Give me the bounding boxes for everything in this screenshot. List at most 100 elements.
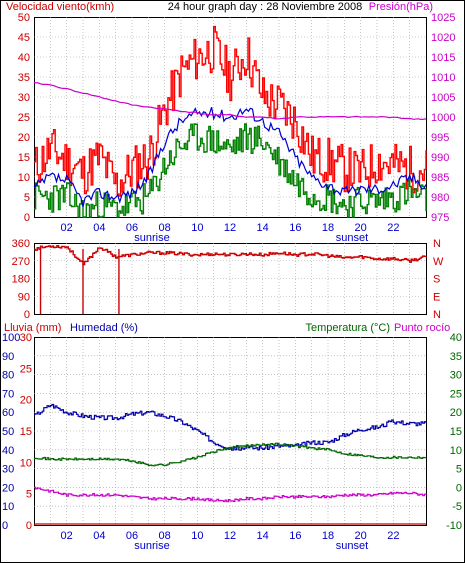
temperature-y-tick: 15 — [450, 426, 462, 438]
pressure-y-tick: 975 — [431, 212, 449, 224]
humidity-y-tick: 60 — [2, 407, 14, 419]
x-tick-label: 04 — [93, 530, 105, 542]
humidity-y-tick: 40 — [2, 445, 14, 457]
x-tick-label: 10 — [191, 222, 203, 234]
compass-tick: E — [433, 291, 440, 303]
x-tick-label: 04 — [93, 222, 105, 234]
humidity-y-tick: 100 — [2, 332, 20, 344]
wind-y-tick: 30 — [18, 92, 30, 104]
pressure-y-tick: 1000 — [431, 112, 455, 124]
x-tick-label: 18 — [322, 222, 334, 234]
chart-title: 24 hour graph day : 28 Noviembre 2008 — [168, 1, 362, 13]
pressure-y-tick: 990 — [431, 152, 449, 164]
wind-gust-line — [34, 25, 427, 197]
rain-y-tick: 20 — [20, 395, 32, 407]
pressure-y-tick: 1025 — [431, 12, 455, 24]
temperature-x-ticks: 02 04 06 08 10 12 14 16 18 20 22 — [61, 530, 400, 542]
pressure-y-tick: 980 — [431, 192, 449, 204]
humidity-y-tick: 30 — [2, 464, 14, 476]
temperature-y-tick: 0 — [456, 482, 462, 494]
rain-y-ticks: 0 5 10 15 20 25 30 — [20, 332, 32, 532]
wind-y-tick: 10 — [18, 172, 30, 184]
x-tick-label: 06 — [126, 530, 138, 542]
x-tick-label: 14 — [257, 222, 269, 234]
wind-y-tick: 40 — [18, 52, 30, 64]
sunset-label-top: sunset — [336, 232, 368, 244]
humidity-y-tick: 50 — [2, 426, 14, 438]
x-tick-label: 12 — [224, 222, 236, 234]
pressure-y-tick: 1010 — [431, 72, 455, 84]
temperature-y-tick: 30 — [450, 370, 462, 382]
temperature-y-tick: -10 — [446, 520, 462, 532]
rain-y-tick: 10 — [20, 457, 32, 469]
x-tick-label: 08 — [159, 222, 171, 234]
temperature-y-tick: 5 — [456, 464, 462, 476]
x-tick-label: 02 — [61, 222, 73, 234]
wind-y-tick: 5 — [24, 192, 30, 204]
rain-y-tick: 30 — [20, 332, 32, 344]
pressure-y-tick: 1005 — [431, 92, 455, 104]
direction-y-tick: 270 — [12, 256, 30, 268]
wind-y-tick: 0 — [24, 212, 30, 224]
humidity-y-tick: 70 — [2, 388, 14, 400]
sunrise-label-top: sunrise — [134, 232, 169, 244]
humidity-y-tick: 0 — [2, 520, 8, 532]
sunset-label-bottom: sunset — [336, 540, 368, 552]
x-tick-label: 08 — [159, 530, 171, 542]
wind-y-tick: 25 — [18, 112, 30, 124]
rain-y-tick: 5 — [26, 489, 32, 501]
temperature-y-ticks: -10 -5 0 5 10 15 20 25 30 35 40 — [446, 332, 462, 532]
temperature-y-tick: 40 — [450, 332, 462, 344]
wind-x-ticks: 02 04 06 08 10 12 14 16 18 20 22 — [61, 222, 400, 234]
x-tick-label: 22 — [387, 530, 399, 542]
temperature-y-tick: 35 — [450, 351, 462, 363]
compass-tick: W — [433, 256, 444, 268]
x-tick-label: 12 — [224, 530, 236, 542]
dewpoint-line — [34, 486, 427, 503]
wind-y-tick: 45 — [18, 32, 30, 44]
humidity-line — [34, 403, 427, 451]
direction-y-ticks: 0 90 180 270 360 — [12, 238, 30, 321]
pressure-y-tick: 995 — [431, 132, 449, 144]
direction-grid — [34, 243, 426, 314]
humidity-y-tick: 80 — [2, 370, 14, 382]
temperature-y-tick: -5 — [452, 501, 462, 513]
rain-y-tick: 15 — [20, 426, 32, 438]
x-tick-label: 20 — [355, 530, 367, 542]
compass-tick: S — [433, 274, 440, 286]
humidity-axis-label: Humedad (%) — [70, 322, 138, 334]
wind-y-tick: 35 — [18, 72, 30, 84]
wind-low-line — [34, 123, 427, 218]
sunrise-label-bottom: sunrise — [134, 540, 169, 552]
pressure-y-tick: 1020 — [431, 32, 455, 44]
temperature-y-tick: 10 — [450, 445, 462, 457]
humidity-y-tick: 90 — [2, 351, 14, 363]
x-tick-label: 22 — [387, 222, 399, 234]
humidity-y-tick: 10 — [2, 501, 14, 513]
pressure-y-ticks: 975 980 985 990 995 1000 1005 1010 1015 1020 1025 — [431, 12, 455, 224]
wind-y-tick: 50 — [18, 12, 30, 24]
pressure-title: Presión(hPa) — [369, 1, 433, 13]
x-tick-label: 10 — [191, 530, 203, 542]
wind-avg-line — [33, 107, 427, 207]
pressure-line — [33, 82, 427, 121]
direction-y-tick: 0 — [24, 309, 30, 321]
x-tick-label: 16 — [289, 530, 301, 542]
compass-tick: N — [433, 238, 441, 250]
x-tick-label: 16 — [289, 222, 301, 234]
direction-y-tick: 90 — [18, 291, 30, 303]
rain-axis-label: Lluvia (mm) — [4, 322, 61, 334]
wind-y-tick: 20 — [18, 132, 30, 144]
x-tick-label: 18 — [322, 530, 334, 542]
wind-title: Velocidad viento(kmh) — [6, 1, 114, 13]
direction-y-tick: 360 — [12, 238, 30, 250]
x-tick-label: 02 — [61, 530, 73, 542]
temperature-line — [34, 442, 427, 467]
pressure-y-tick: 985 — [431, 172, 449, 184]
